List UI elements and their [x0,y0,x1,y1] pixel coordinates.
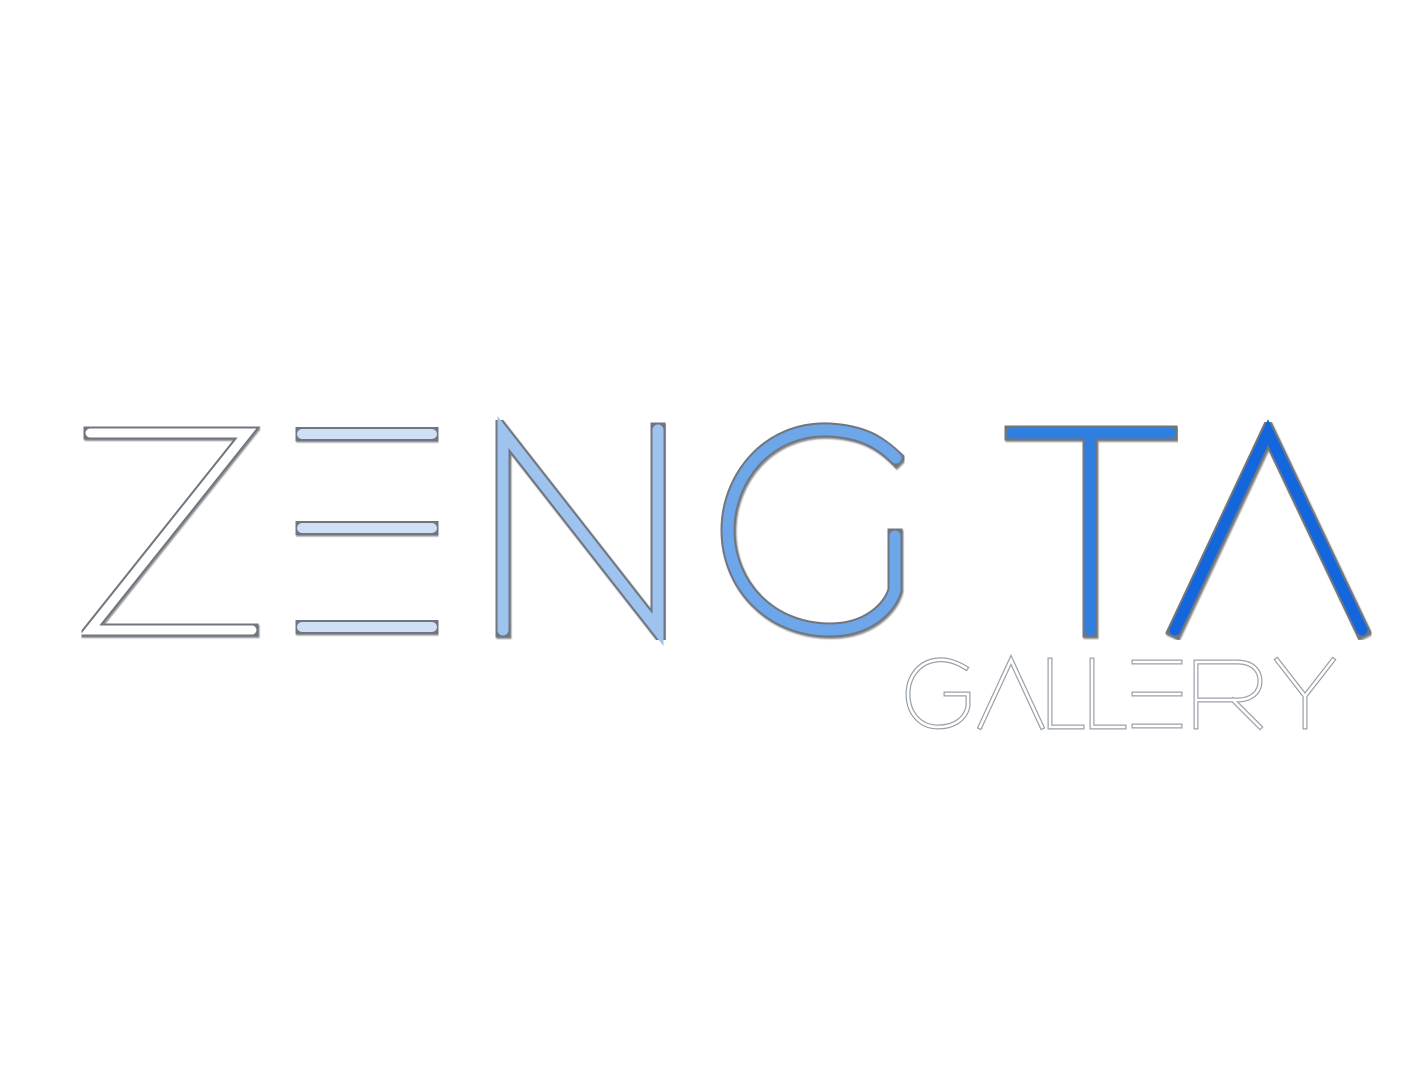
letter-n [495,410,666,652]
letter-t [1004,425,1178,638]
letter-e [295,427,439,634]
letter-g [720,422,907,638]
gallery-wordmark [905,654,1337,731]
letter-z [76,426,261,637]
letter-a [1165,414,1372,640]
